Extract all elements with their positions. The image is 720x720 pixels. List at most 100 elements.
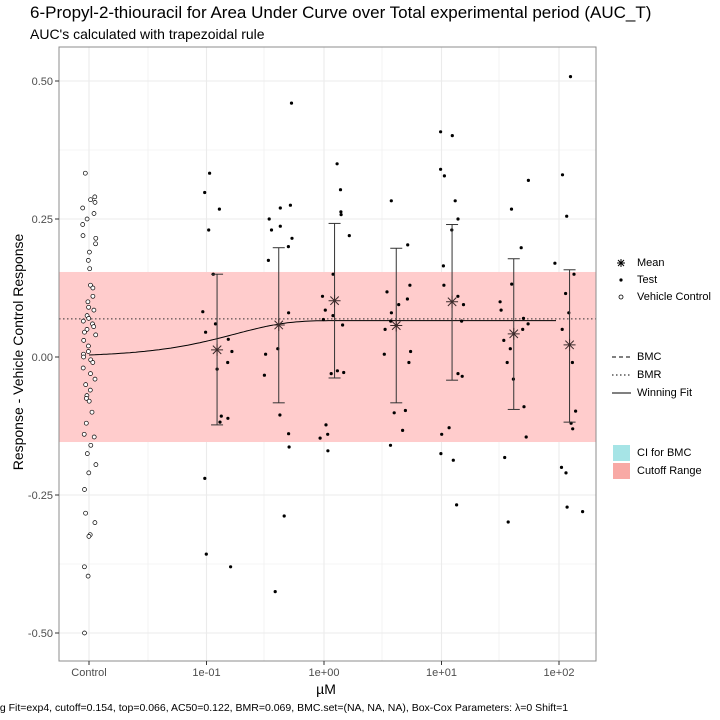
vehicle-control-point [91, 324, 97, 329]
test-point [341, 323, 345, 327]
legend-label-winning-fit: Winning Fit [637, 387, 693, 399]
test-point [565, 505, 569, 509]
vehicle-control-point [93, 235, 99, 241]
legend-key-vehicle-control [618, 294, 624, 300]
vehicle-control-point [87, 387, 93, 393]
vehicle-control-point [91, 211, 97, 216]
axes: 0.50 0.25 0.00 -0.25 -0.50 Control 1e-01 1e+00 1… [28, 46, 597, 679]
test-point [460, 374, 464, 378]
test-point [226, 416, 230, 420]
y-tick-label: 0.25 [32, 214, 53, 226]
test-point [290, 236, 294, 240]
test-point [442, 283, 446, 287]
test-point [389, 319, 393, 323]
test-point [564, 471, 568, 475]
test-point [207, 228, 211, 232]
test-point [499, 308, 503, 312]
test-point [441, 264, 445, 268]
test-point [321, 317, 325, 322]
x-tick-label: 1e-01 [192, 667, 220, 679]
test-point [266, 258, 270, 262]
vehicle-control-point [91, 434, 97, 440]
test-point [397, 303, 401, 307]
test-point [456, 372, 460, 376]
mean-marker [390, 319, 403, 332]
test-point [230, 349, 234, 354]
test-point [219, 414, 223, 418]
plot-border [58, 46, 597, 662]
legend-label-test: Test [637, 274, 658, 286]
x-tick-label: Control [71, 667, 106, 679]
test-point [326, 432, 330, 436]
test-point [226, 360, 230, 365]
mean-marker [272, 318, 285, 331]
vehicle-control-point [81, 431, 87, 437]
chart-caption: ng Fit=exp4, cutoff=0.154, top=0.066, AC… [0, 702, 569, 714]
vehicle-control-point [83, 510, 88, 516]
vehicle-control-point [82, 170, 88, 176]
cutoff-range-rect [59, 271, 596, 443]
test-point [329, 372, 333, 376]
test-point [226, 337, 230, 341]
test-point [564, 291, 568, 296]
test-point [278, 206, 282, 210]
test-point [581, 510, 585, 514]
test-point [278, 224, 282, 228]
test-point [460, 319, 464, 323]
vehicle-control-point [86, 398, 92, 404]
y-axis-label: Response - Vehicle Control Response [10, 233, 26, 471]
mean-marker [446, 295, 459, 308]
vehicle-control-point [83, 382, 89, 387]
test-point [407, 360, 411, 365]
vehicle-control-point [85, 299, 91, 305]
test-point [559, 465, 564, 469]
vehicle-control-point [86, 316, 92, 321]
vehicle-control-point [87, 249, 92, 255]
test-point [269, 228, 274, 232]
cutoff-range-band [59, 271, 596, 443]
vehicle-control-point [93, 462, 99, 467]
test-point [262, 373, 266, 377]
vehicle-control-point [93, 332, 99, 338]
test-point [335, 369, 339, 373]
test-point [526, 322, 530, 326]
vehicle-control-point [80, 205, 86, 211]
test-point [203, 476, 207, 480]
legend-label-mean: Mean [637, 257, 665, 269]
legend-key-test [619, 278, 623, 282]
test-point [204, 330, 208, 334]
test-point [498, 300, 502, 304]
test-point [278, 413, 282, 417]
test-point [409, 349, 413, 354]
test-point [339, 210, 343, 214]
test-point [389, 199, 393, 203]
legend-key-cutoff-range [613, 463, 630, 479]
vehicle-control-point [86, 534, 92, 539]
x-tick-label: 1e+02 [544, 667, 575, 679]
test-point [335, 162, 339, 166]
test-point [203, 190, 207, 195]
test-point [267, 217, 271, 221]
test-point [287, 445, 291, 449]
test-point [572, 272, 576, 276]
test-point [287, 432, 291, 436]
vehicle-control-point [84, 451, 90, 456]
test-point [217, 207, 221, 211]
vehicle-control-point [92, 376, 98, 382]
test-point [560, 327, 564, 331]
legend-label-cutoff-range: Cutoff Range [637, 465, 702, 477]
test-point [320, 294, 325, 298]
vehicle-control-point [81, 354, 86, 360]
test-point [439, 452, 443, 456]
y-tick-label: 0.50 [32, 76, 53, 88]
test-point [509, 207, 514, 211]
vehicle-control-point [90, 293, 96, 299]
test-point [505, 360, 509, 365]
vehicle-control-point [89, 409, 95, 415]
vehicle-control-point [80, 233, 86, 238]
legend-label-bmc: BMC [637, 351, 662, 363]
chart-title: 6-Propyl-2-thiouracil for Area Under Cur… [30, 3, 652, 22]
mean-marker [507, 327, 520, 340]
test-point [388, 443, 393, 447]
test-point [338, 188, 343, 192]
